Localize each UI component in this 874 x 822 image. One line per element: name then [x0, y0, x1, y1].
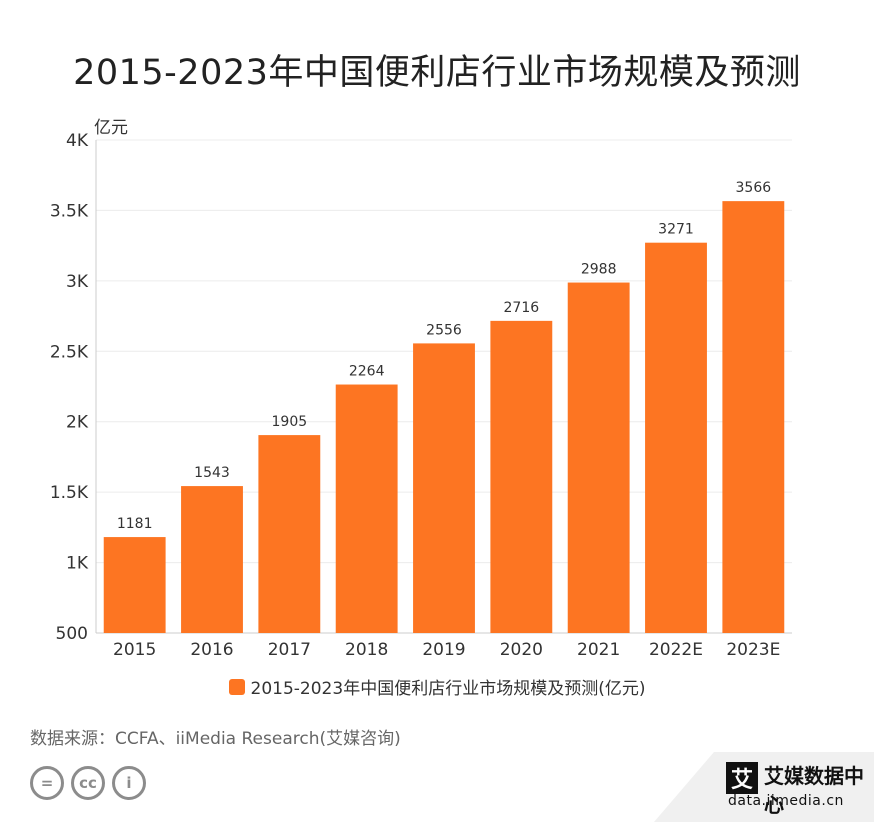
x-tick-label: 2018 [345, 640, 388, 660]
bar [103, 537, 166, 633]
y-tick-label: 2.5K [50, 342, 89, 362]
x-tick-label: 2021 [577, 640, 620, 660]
cc-icon: cc [71, 766, 105, 800]
bar [722, 201, 785, 633]
brand-logo: 艾 [726, 762, 758, 794]
y-tick-label: 1.5K [50, 483, 89, 503]
person-icon: i [112, 766, 146, 800]
y-axis-unit: 亿元 [94, 118, 128, 138]
x-tick-label: 2017 [268, 640, 311, 660]
bar [490, 320, 553, 633]
legend-label: 2015-2023年中国便利店行业市场规模及预测(亿元) [250, 679, 646, 699]
legend-swatch [228, 678, 245, 695]
brand-watermark: 艾 艾媒数据中心 data.iimedia.cn [654, 752, 874, 822]
chart-title: 2015-2023年中国便利店行业市场规模及预测 [73, 53, 801, 93]
bar [413, 343, 475, 633]
bar [567, 282, 630, 633]
bar [645, 242, 707, 633]
brand-url: data.iimedia.cn [728, 793, 844, 809]
x-tick-label: 2015 [113, 640, 156, 660]
license-icons: = cc i [30, 766, 146, 800]
x-tick-label: 2019 [422, 640, 465, 660]
data-label: 1905 [272, 414, 308, 430]
x-tick-label: 2020 [500, 640, 543, 660]
bar [181, 486, 243, 633]
y-tick-label: 4K [66, 131, 89, 151]
data-label: 2988 [581, 262, 617, 278]
data-label: 1181 [117, 516, 153, 532]
data-label: 3566 [736, 180, 772, 196]
brand-name: 艾媒数据中心 [764, 764, 864, 817]
legend: 2015-2023年中国便利店行业市场规模及预测(亿元) [0, 674, 874, 699]
data-label: 2556 [426, 322, 462, 338]
brand-background [654, 752, 874, 822]
data-label: 2716 [504, 300, 540, 316]
data-label: 2264 [349, 364, 385, 380]
bar [258, 435, 321, 633]
y-tick-label: 3K [66, 272, 89, 292]
x-tick-label: 2023E [726, 640, 780, 660]
x-tick-label: 2016 [190, 640, 233, 660]
y-tick-label: 3.5K [50, 201, 89, 221]
y-tick-label: 1K [66, 554, 89, 574]
equals-icon: = [30, 766, 64, 800]
y-tick-label: 500 [56, 624, 88, 644]
x-tick-label: 2022E [649, 640, 703, 660]
data-label: 3271 [658, 222, 694, 238]
bar-chart: 500 1K 1.5K 2K 2.5K 3K 3.5K 4K 1181 2015 1543 2016 1… [50, 131, 792, 660]
source-note: 数据来源：CCFA、iiMedia Research(艾媒咨询) [30, 729, 401, 749]
y-tick-label: 2K [66, 413, 89, 433]
data-label: 1543 [194, 465, 230, 481]
bar [335, 384, 398, 633]
